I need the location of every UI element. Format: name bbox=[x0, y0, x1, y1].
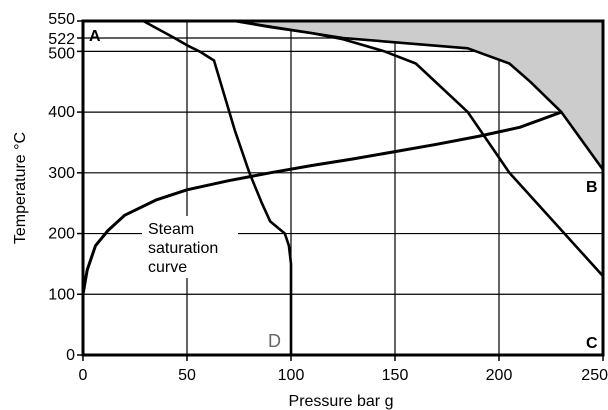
x-tick-label-0: 0 bbox=[79, 367, 88, 384]
x-tick-label-1: 50 bbox=[178, 367, 196, 384]
annotation-line-3: curve bbox=[148, 259, 187, 276]
series-lines bbox=[142, 19, 605, 355]
shaded-region bbox=[234, 21, 604, 170]
y-tick-label-0: 0 bbox=[66, 347, 75, 364]
y-tick-label-7: 550 bbox=[48, 11, 75, 28]
y-tick-label-3: 300 bbox=[48, 165, 75, 182]
x-tick-label-5: 250 bbox=[581, 367, 608, 384]
annotation-line-1: Steam bbox=[148, 221, 194, 238]
y-axis-title: Temperature °C bbox=[12, 132, 29, 244]
corner-label-a: A bbox=[89, 28, 101, 45]
corner-label-c: C bbox=[586, 335, 598, 352]
shaded-area bbox=[234, 21, 604, 170]
annotation-line-2: saturation bbox=[148, 240, 218, 257]
series-line-2 bbox=[234, 19, 605, 171]
saturation-line bbox=[81, 110, 562, 295]
saturation-curve-annotation: Steam saturation curve bbox=[142, 216, 238, 278]
x-tick-label-2: 100 bbox=[278, 367, 305, 384]
y-tick-label-4: 400 bbox=[48, 104, 75, 121]
corner-label-b: B bbox=[586, 179, 598, 196]
y-tick-label-2: 200 bbox=[48, 226, 75, 243]
axes bbox=[77, 19, 605, 361]
corner-label-d: D bbox=[268, 331, 281, 351]
y-tick-label-1: 100 bbox=[48, 286, 75, 303]
plot-frame bbox=[81, 19, 605, 357]
x-tick-label-4: 200 bbox=[486, 367, 513, 384]
x-tick-label-3: 150 bbox=[382, 367, 409, 384]
y-tick-label-5: 500 bbox=[48, 45, 75, 62]
x-axis-title: Pressure bar g bbox=[289, 393, 394, 410]
saturation-curve bbox=[81, 110, 562, 295]
series-line-0 bbox=[142, 19, 293, 355]
y-tick-label-6: 522 bbox=[48, 31, 75, 48]
